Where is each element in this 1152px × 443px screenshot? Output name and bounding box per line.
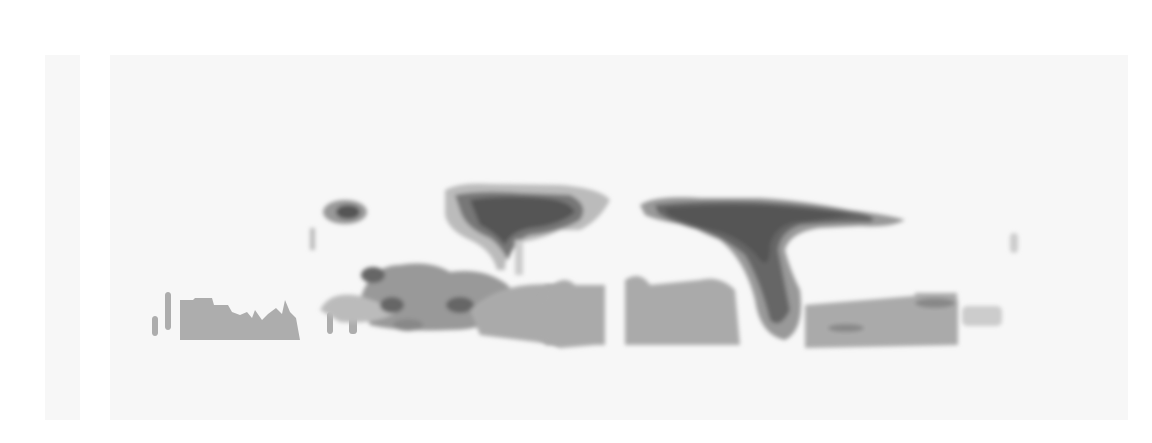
cloud-density-layer xyxy=(152,183,1018,348)
rain-legend-swatch xyxy=(127,389,157,401)
showers-legend-swatch xyxy=(277,389,307,401)
chart-panel xyxy=(110,55,1128,420)
temperature-axis-panel xyxy=(45,55,80,420)
